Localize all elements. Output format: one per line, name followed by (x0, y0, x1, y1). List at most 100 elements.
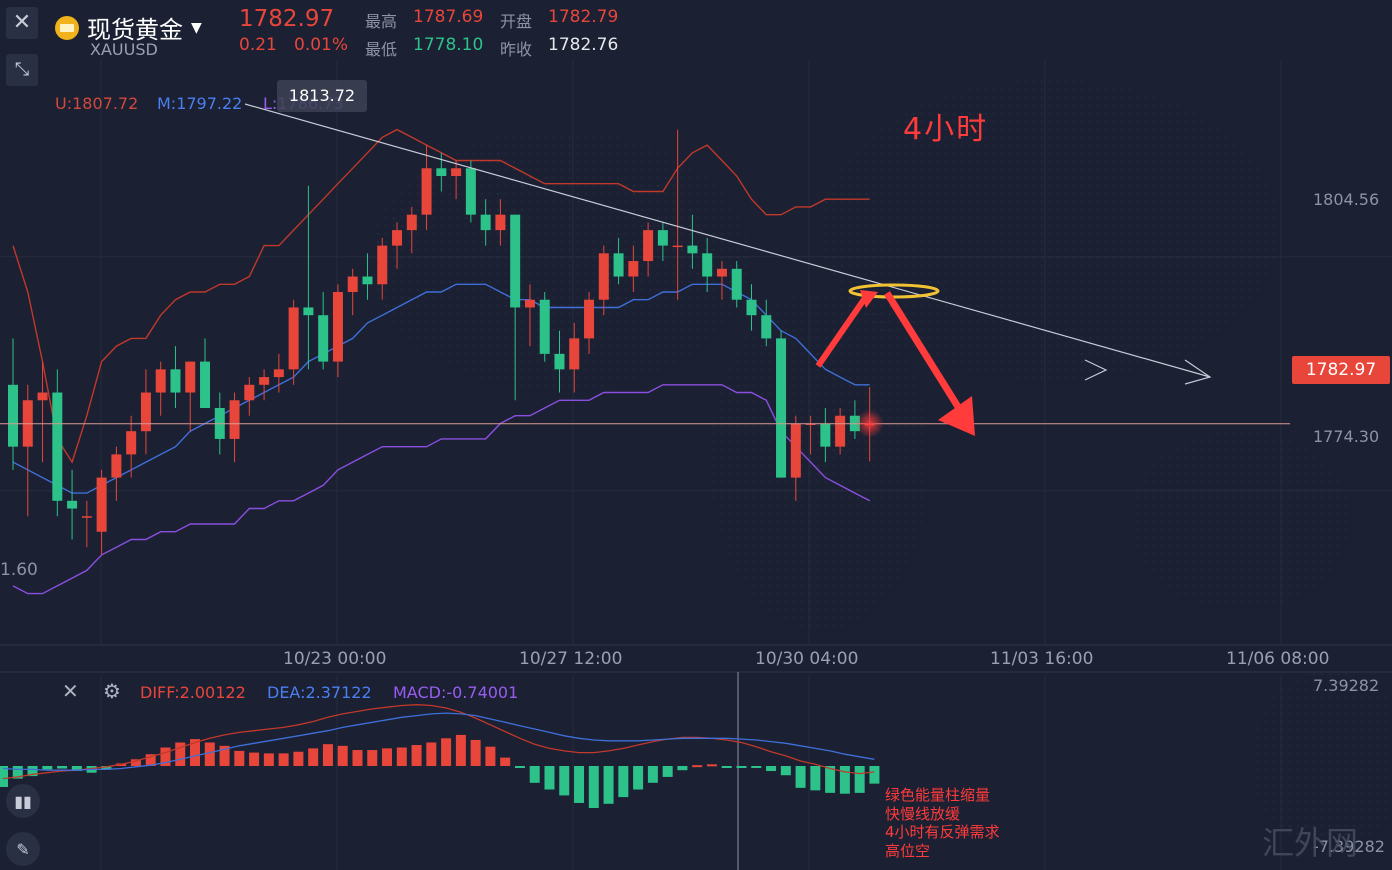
macd-bar (603, 766, 614, 804)
macd-bar (204, 742, 215, 766)
candle-body (716, 268, 727, 277)
prev-close-label: 昨收 (500, 40, 533, 59)
candle-body (347, 276, 358, 292)
macd-bar (27, 766, 38, 777)
candle-body (332, 292, 343, 362)
indicator-button[interactable]: ▮▮ (6, 784, 40, 818)
chevron-down-icon: ▼ (191, 19, 202, 36)
candle-body (288, 307, 299, 370)
pencil-icon: ✎ (16, 839, 30, 859)
candle-body (185, 361, 196, 393)
candle-body (406, 214, 417, 231)
candle-body (362, 276, 373, 285)
macd-bar (529, 766, 540, 783)
macd-bar (810, 766, 821, 791)
macd-diff-value: DIFF:2.00122 (140, 683, 246, 702)
macd-bar (514, 766, 525, 768)
boll-mid-value: M:1797.22 (157, 94, 243, 113)
high-value: 1787.69 (413, 7, 484, 27)
time-tick-1: 10/23 00:00 (283, 649, 387, 669)
macd-note: 绿色能量柱缩量 快慢线放缓 4小时有反弹需求 高位空 (885, 786, 1000, 860)
candle-body (111, 454, 122, 478)
macd-bar (766, 766, 777, 772)
high-label: 最高 (365, 12, 398, 31)
candle-body (244, 384, 255, 401)
open-label: 开盘 (500, 12, 533, 31)
candle-body (318, 315, 329, 362)
macd-bar (795, 766, 806, 788)
macd-bar (71, 766, 82, 772)
candle-body (569, 338, 580, 370)
prev-close-value: 1782.76 (548, 35, 619, 55)
candle-body (8, 384, 18, 447)
macd-bar (145, 754, 156, 766)
grid (0, 60, 1392, 870)
symbol-selector[interactable]: 现货黄金 ▼ (55, 10, 202, 45)
candle-body (465, 168, 476, 215)
macd-bar (692, 765, 703, 768)
macd-bar (42, 766, 53, 770)
macd-bar (367, 750, 378, 766)
macd-bar (293, 751, 304, 766)
candle-body (687, 245, 698, 254)
macd-axis-bottom: -7.39282 (1313, 837, 1385, 856)
close-chart-button[interactable]: ✕ (6, 7, 38, 39)
price-tick-mid: 1774.30 (1313, 427, 1380, 446)
watermark-logo: 汇外网 (1262, 824, 1359, 862)
macd-close-button[interactable]: ✕ (62, 679, 79, 703)
price-change: 0.21 (239, 35, 277, 55)
macd-bar (574, 766, 585, 803)
macd-bar (618, 766, 629, 798)
macd-bar (175, 742, 186, 766)
macd-bar (485, 746, 496, 766)
candle-body (835, 415, 846, 447)
macd-note-line: 高位空 (885, 841, 931, 860)
collapse-icon: ⤡ (14, 59, 30, 80)
price-change-pct: 0.01% (294, 35, 349, 55)
candle-body (273, 369, 284, 378)
time-tick-2: 10/27 12:00 (519, 649, 623, 669)
macd-axis-top: 7.39282 (1313, 676, 1380, 695)
macd-note-line: 快慢线放缓 (885, 804, 961, 823)
candle-body (761, 315, 772, 339)
candle-body (81, 516, 92, 518)
macd-bar (721, 766, 732, 768)
candle-body (436, 168, 447, 176)
macd-settings-button[interactable]: ⚙ (103, 679, 121, 703)
candle-body (554, 353, 565, 370)
macd-panel (0, 672, 880, 870)
draw-tool-button[interactable]: ✎ (6, 832, 40, 866)
candle-body (392, 230, 403, 246)
symbol-name: 现货黄金 (87, 16, 183, 44)
macd-bar (337, 745, 348, 766)
macd-bar (662, 766, 673, 777)
candle-body (524, 299, 535, 308)
macd-bar (234, 750, 245, 766)
candle-body (37, 392, 48, 401)
macd-bar (677, 766, 688, 771)
candle-body (259, 377, 270, 385)
timeframe-annotation: 4小时 (903, 112, 989, 147)
last-price-glow (855, 409, 884, 438)
candle-body (702, 253, 713, 277)
macd-bar (455, 734, 466, 766)
boll-upper-value: U:1807.72 (55, 94, 139, 113)
price-tick-top: 1804.56 (1313, 190, 1380, 209)
open-value: 1782.79 (548, 7, 619, 27)
macd-bar (544, 766, 555, 790)
macd-bar (12, 766, 23, 779)
candles (8, 129, 875, 555)
macd-bar (588, 766, 599, 808)
fullscreen-button[interactable]: ⤡ (6, 54, 38, 86)
macd-note-line: 绿色能量柱缩量 (885, 786, 991, 804)
macd-bar (500, 757, 511, 766)
candle-body (776, 338, 787, 478)
resistance-ellipse (848, 283, 940, 299)
macd-bar (160, 747, 171, 766)
macd-bar (322, 744, 333, 766)
macd-bar (278, 753, 289, 766)
candle-body (229, 400, 240, 439)
up-arrow-shaft (815, 296, 868, 368)
world-map-watermark (370, 80, 1392, 850)
